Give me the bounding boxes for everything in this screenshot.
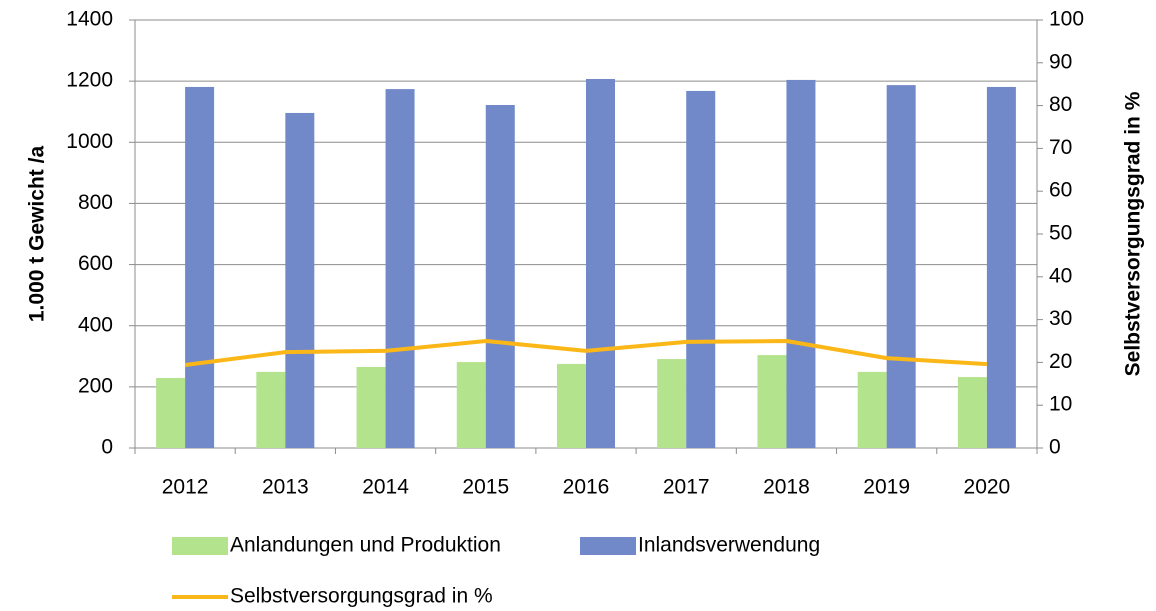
y-tick-label: 800 [78, 191, 113, 214]
y2-tick-label: 10 [1049, 393, 1072, 416]
y2-tick-label: 90 [1049, 50, 1072, 73]
y-tick-label: 1400 [66, 8, 113, 31]
x-tick-label: 2017 [663, 476, 710, 499]
bar [485, 104, 515, 448]
y2-tick-label: 30 [1049, 307, 1072, 330]
y-tick-label: 0 [101, 436, 113, 459]
x-tick-label: 2015 [462, 476, 509, 499]
x-tick-label: 2016 [563, 476, 610, 499]
bar [285, 112, 315, 449]
line [184, 339, 988, 367]
bar [356, 366, 386, 448]
bar [757, 355, 787, 448]
y2-tick-label: 100 [1049, 8, 1084, 31]
bar [557, 363, 586, 448]
y-tick-label: 200 [78, 374, 113, 397]
y-tick-label: 1200 [66, 69, 113, 92]
y2-tick-label: 50 [1049, 222, 1072, 245]
bar [256, 371, 286, 448]
y-tick-label: 400 [78, 313, 113, 336]
x-tick-label: 2013 [262, 476, 309, 499]
y-tick-label: 600 [78, 252, 113, 275]
legend-label: Anlandungen und Produktion [230, 534, 501, 557]
y2-tick-label: 20 [1049, 350, 1072, 373]
bar [185, 86, 215, 449]
y2-tick-label: 40 [1049, 264, 1072, 287]
legend-swatch [580, 537, 636, 555]
y2-tick-label: 80 [1049, 93, 1072, 116]
legend-label: Selbstversorgungsgrad in % [230, 585, 493, 608]
y2-axis-title: Selbstversorgungsgrad in % [1122, 91, 1145, 376]
bar [686, 90, 716, 448]
bar [385, 89, 415, 448]
x-tick-label: 2018 [763, 476, 810, 499]
bar [456, 362, 486, 448]
legend-swatch [172, 537, 228, 555]
bar [957, 377, 987, 448]
bar [986, 86, 1016, 449]
y2-tick-label: 60 [1049, 179, 1072, 202]
y2-tick-label: 70 [1049, 136, 1072, 159]
y2-tick-label: 0 [1049, 436, 1061, 459]
bar [786, 79, 816, 449]
x-tick-label: 2019 [863, 476, 910, 499]
bar [156, 377, 186, 448]
x-tick-label: 2012 [162, 476, 209, 499]
bar [586, 79, 615, 448]
legend-label: Inlandsverwendung [638, 534, 820, 557]
y-axis-title: 1.000 t Gewicht /a [26, 146, 49, 323]
bar [857, 371, 887, 448]
y-tick-label: 1000 [66, 130, 113, 153]
x-tick-label: 2020 [964, 476, 1011, 499]
x-tick-label: 2014 [362, 476, 409, 499]
bar [886, 85, 916, 449]
bar [657, 359, 687, 448]
